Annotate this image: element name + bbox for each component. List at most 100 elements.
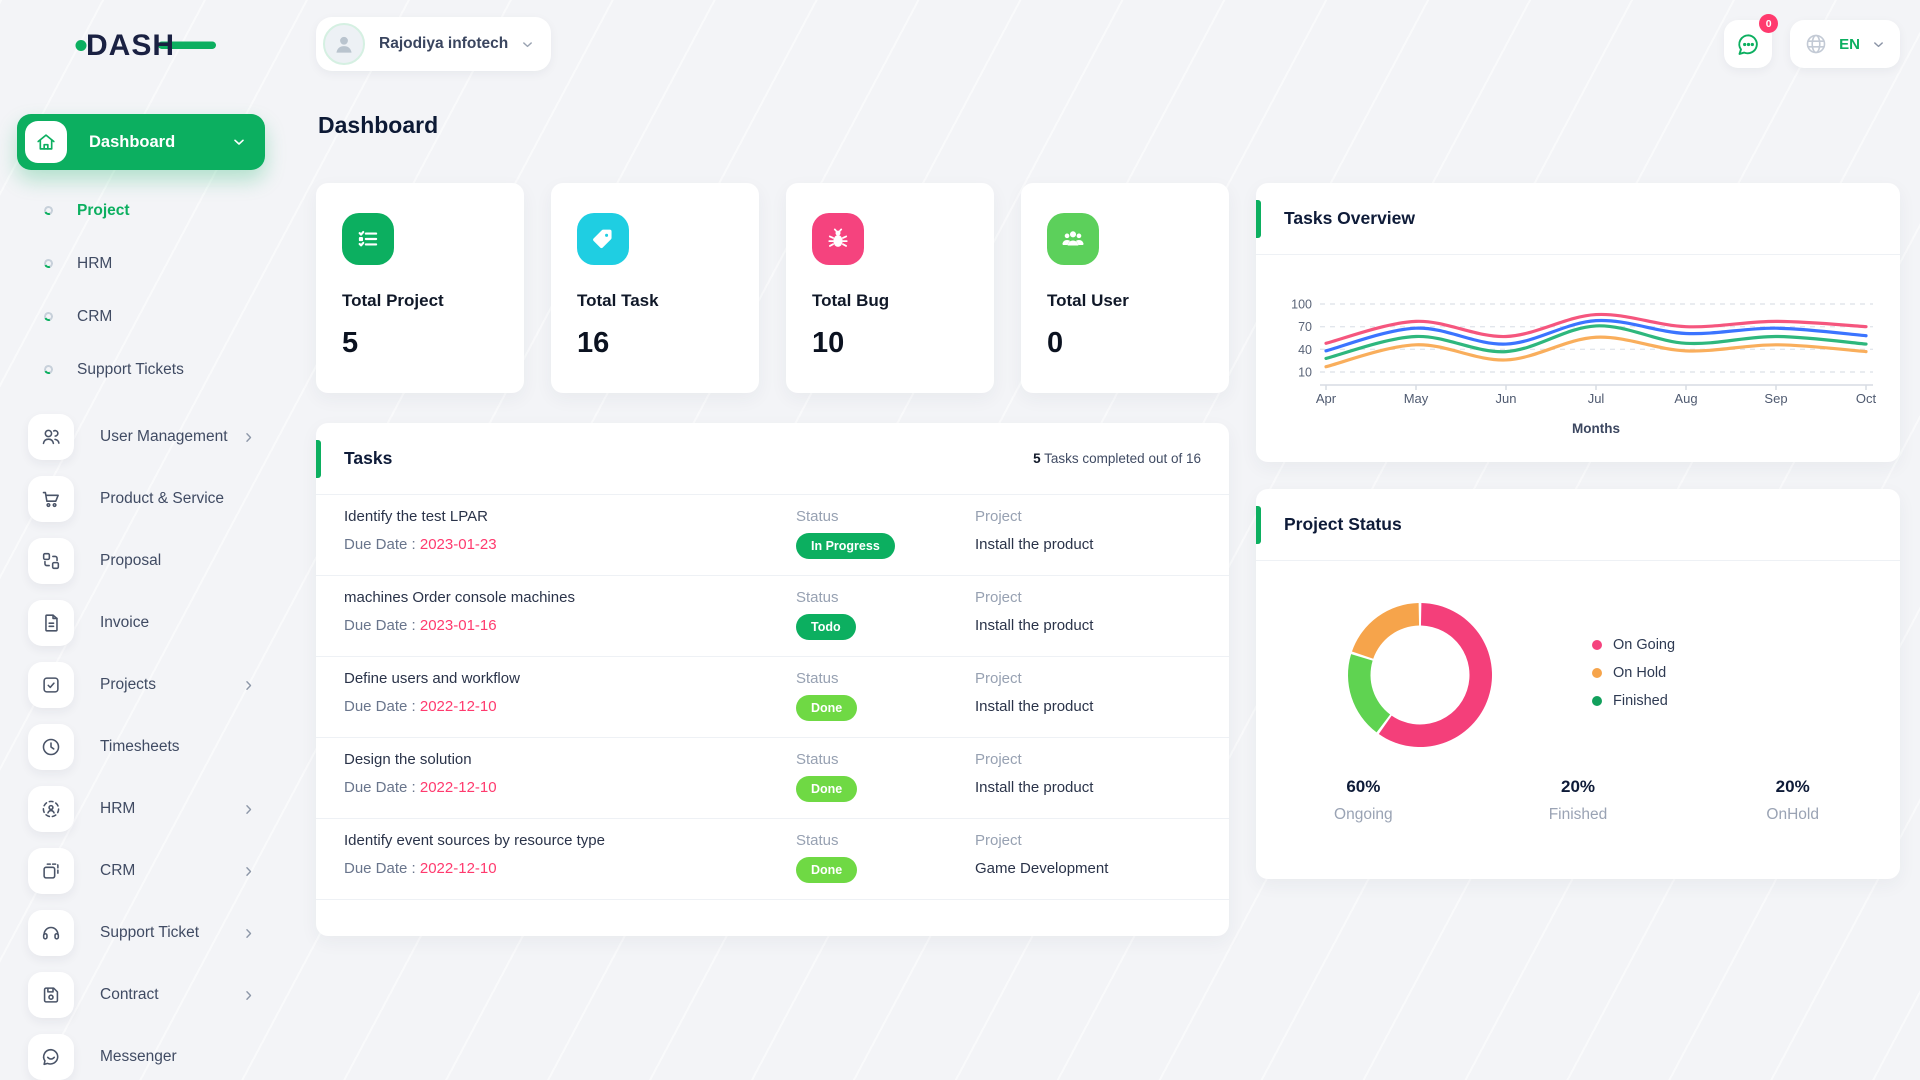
stat-label: Total User (1047, 291, 1129, 310)
task-due-date: Due Date : 2023-01-16 (344, 617, 497, 634)
stat-card-total-bug: Total Bug 10 (786, 183, 994, 393)
bullet-icon (42, 363, 55, 376)
left-column: Total Project 5 Total Task 16 Total Bug 10 Tot… (316, 183, 1229, 936)
svg-text:Oct: Oct (1856, 391, 1877, 406)
tasks-card: Tasks 5 Tasks completed out of 16 Identi… (316, 423, 1229, 936)
status-label: Status (796, 670, 839, 687)
top-bar: Rajodiya infotech 0 (316, 0, 1900, 76)
sidebar-item-product-service[interactable]: Product & Service (17, 468, 264, 530)
project-name: Install the product (975, 536, 1094, 553)
task-row[interactable]: Design the solution Due Date : 2022-12-10… (316, 738, 1229, 819)
task-due-date: Due Date : 2022-12-10 (344, 860, 497, 877)
sidebar-menu: Dashboard Project HRM CRM Support Tickets U… (17, 114, 265, 1080)
task-row[interactable]: Define users and workflow Due Date : 2022… (316, 657, 1229, 738)
svg-text:70: 70 (1298, 320, 1312, 334)
bug-icon (812, 213, 864, 265)
project-name: Install the product (975, 617, 1094, 634)
sidebar-subitem-project[interactable]: Project (17, 184, 264, 237)
sidebar-item-proposal[interactable]: Proposal (17, 530, 264, 592)
svg-text:10: 10 (1298, 366, 1312, 380)
stat-card-total-user: Total User 0 (1021, 183, 1229, 393)
donut-slice-finished (1348, 654, 1391, 733)
series-orange-line (1324, 335, 1868, 369)
sidebar-subitem-hrm[interactable]: HRM (17, 237, 264, 290)
chevron-right-icon (241, 988, 256, 1003)
company-selector[interactable]: Rajodiya infotech (316, 17, 552, 71)
content-columns: Total Project 5 Total Task 16 Total Bug 10 Tot… (316, 183, 1900, 936)
stat-label: Total Task (577, 291, 659, 310)
home-icon (25, 121, 67, 163)
language-selector[interactable]: EN (1790, 20, 1900, 68)
svg-text:Months: Months (1572, 421, 1620, 436)
messages-button[interactable]: 0 (1724, 14, 1779, 68)
status-label: Status (796, 508, 839, 525)
sidebar-item-projects[interactable]: Projects (17, 654, 264, 716)
series-green-line (1324, 324, 1868, 360)
tasks-overview-chart: 100 70 40 10 Apr May Jun Jul Aug Sep Oct Months (1291, 298, 1877, 437)
sidebar-item-contract[interactable]: Contract (17, 964, 264, 1026)
sidebar-item-support-ticket[interactable]: Support Ticket (17, 902, 264, 964)
sidebar-item-user-management[interactable]: User Management (17, 406, 264, 468)
sidebar-subitem-crm[interactable]: CRM (17, 290, 264, 343)
project-status-donut (1348, 603, 1492, 747)
project-name: Game Development (975, 860, 1109, 877)
sidebar-item-crm[interactable]: CRM (17, 840, 264, 902)
chevron-right-icon (241, 430, 256, 445)
status-badge: Done (796, 695, 858, 721)
project-status-title: Project Status (1284, 514, 1402, 534)
legend-item-on-going: On Going (1592, 633, 1675, 657)
person-icon (336, 36, 352, 53)
svg-text:Jul: Jul (1588, 391, 1605, 406)
task-due-date: Due Date : 2023-01-23 (344, 536, 497, 553)
project-name: Install the product (975, 779, 1094, 796)
svg-text:Apr: Apr (1316, 391, 1337, 406)
task-rows: Identify the test LPAR Due Date : 2023-01… (316, 495, 1229, 900)
svg-text:Aug: Aug (1674, 391, 1697, 406)
sidebar-item-invoice[interactable]: Invoice (17, 592, 264, 654)
donut-slice-on-hold (1351, 603, 1420, 659)
task-name: Define users and workflow (344, 670, 520, 687)
hrm-icon (28, 786, 74, 832)
chevron-right-icon (241, 678, 256, 693)
stat-value: 10 (812, 327, 845, 359)
app-logo[interactable]: DASH (72, 26, 290, 69)
project-status-donut-holder (1320, 575, 1520, 780)
messages-badge: 0 (1759, 14, 1779, 33)
task-row[interactable]: machines Order console machines Due Date … (316, 576, 1229, 657)
company-name: Rajodiya infotech (379, 35, 509, 52)
task-row[interactable]: Identify the test LPAR Due Date : 2023-01… (316, 495, 1229, 576)
svg-text:Jun: Jun (1496, 391, 1517, 406)
headset-icon (28, 910, 74, 956)
project-label: Project (975, 751, 1022, 768)
status-badge: Done (796, 857, 858, 883)
chat-icon (1738, 33, 1758, 55)
tasks-overview-chart-holder: 100 70 40 10 Apr May Jun Jul Aug Sep Oct Months (1256, 255, 1900, 458)
globe-icon (1806, 34, 1826, 54)
legend-item-on-hold: On Hold (1592, 661, 1675, 685)
project-name: Install the product (975, 698, 1094, 715)
svg-text:40: 40 (1298, 343, 1312, 357)
company-avatar (323, 23, 365, 65)
contract-icon (28, 972, 74, 1018)
project-label: Project (975, 589, 1022, 606)
legend-item-finished: Finished (1592, 689, 1675, 713)
project-label: Project (975, 670, 1022, 687)
sidebar-item-hrm[interactable]: HRM (17, 778, 264, 840)
sidebar-item-messenger[interactable]: Messenger (17, 1026, 264, 1080)
accent-bar (1256, 506, 1261, 544)
sidebar-subitem-support-tickets[interactable]: Support Tickets (17, 343, 264, 396)
task-row[interactable]: Identify event sources by resource type D… (316, 819, 1229, 900)
project-status-header: Project Status (1256, 489, 1900, 561)
series-pink-line (1324, 312, 1868, 345)
donut-stat-value: 20% (1775, 777, 1810, 796)
sidebar-item-timesheets[interactable]: Timesheets (17, 716, 264, 778)
main-content: Rajodiya infotech 0 (290, 0, 1920, 1080)
proposal-icon (28, 538, 74, 584)
sidebar-item-dashboard[interactable]: Dashboard (17, 114, 265, 170)
users-group-icon (1047, 213, 1099, 265)
donut-stat-label: Finished (1548, 806, 1608, 823)
messenger-icon (28, 1034, 74, 1080)
tasks-summary: 5 Tasks completed out of 16 (1033, 451, 1201, 466)
svg-text:Sep: Sep (1764, 391, 1787, 406)
donut-slice-on-going (1378, 603, 1492, 747)
